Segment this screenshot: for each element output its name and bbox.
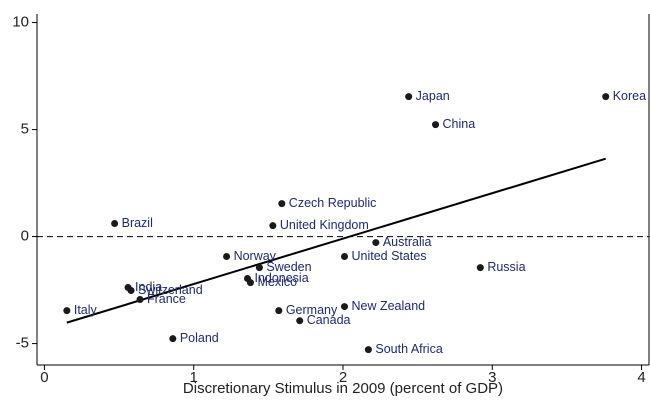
- point-label: South Africa: [375, 342, 442, 356]
- point-label: Sweden: [266, 260, 311, 274]
- x-tick-label: 1: [190, 369, 198, 386]
- point: [372, 239, 380, 247]
- point: [169, 335, 177, 343]
- point: [136, 296, 144, 304]
- point-label: Norway: [234, 249, 277, 263]
- point-label: Russia: [487, 260, 525, 274]
- point-label: Czech Republic: [289, 196, 377, 210]
- y-tick-label: 5: [21, 121, 29, 138]
- point: [111, 220, 119, 228]
- point: [340, 303, 348, 311]
- point: [63, 307, 71, 315]
- point-label: Canada: [307, 313, 351, 327]
- point-label: United States: [351, 249, 426, 263]
- point: [296, 317, 304, 325]
- point-label: Indonesia: [254, 271, 308, 285]
- point-label: China: [443, 117, 476, 131]
- point-label: Mexico: [257, 275, 297, 289]
- point: [340, 252, 348, 260]
- point: [405, 93, 413, 101]
- x-tick-label: 2: [339, 369, 347, 386]
- point: [275, 307, 283, 315]
- point-label: Japan: [416, 89, 450, 103]
- point-label: Italy: [74, 303, 98, 317]
- point-label: Germany: [286, 303, 338, 317]
- point: [269, 222, 277, 230]
- y-tick-label: 10: [12, 14, 29, 31]
- point: [127, 287, 135, 295]
- point: [432, 121, 440, 129]
- point: [255, 264, 263, 272]
- point: [223, 252, 231, 260]
- point: [476, 264, 484, 272]
- point-label: New Zealand: [351, 299, 425, 313]
- point-label: Poland: [180, 331, 219, 345]
- point-label: Switzerland: [138, 283, 203, 297]
- point: [246, 279, 254, 287]
- y-tick-label: -5: [16, 335, 29, 352]
- point-label: Brazil: [122, 216, 153, 230]
- x-tick-label: 3: [488, 369, 496, 386]
- point: [602, 93, 610, 101]
- trend-line: [66, 157, 607, 324]
- y-tick-label: 0: [21, 228, 29, 245]
- point: [364, 346, 372, 354]
- point: [278, 200, 286, 208]
- point-label: United Kingdom: [280, 218, 369, 232]
- point-label: Australia: [383, 235, 432, 249]
- x-tick-label: 0: [40, 369, 48, 386]
- x-axis-label: Discretionary Stimulus in 2009 (percent …: [183, 380, 503, 397]
- point-label: France: [147, 292, 186, 306]
- point-label: Korea: [613, 89, 646, 103]
- point-label: India: [135, 280, 162, 294]
- x-tick-label: 4: [637, 369, 645, 386]
